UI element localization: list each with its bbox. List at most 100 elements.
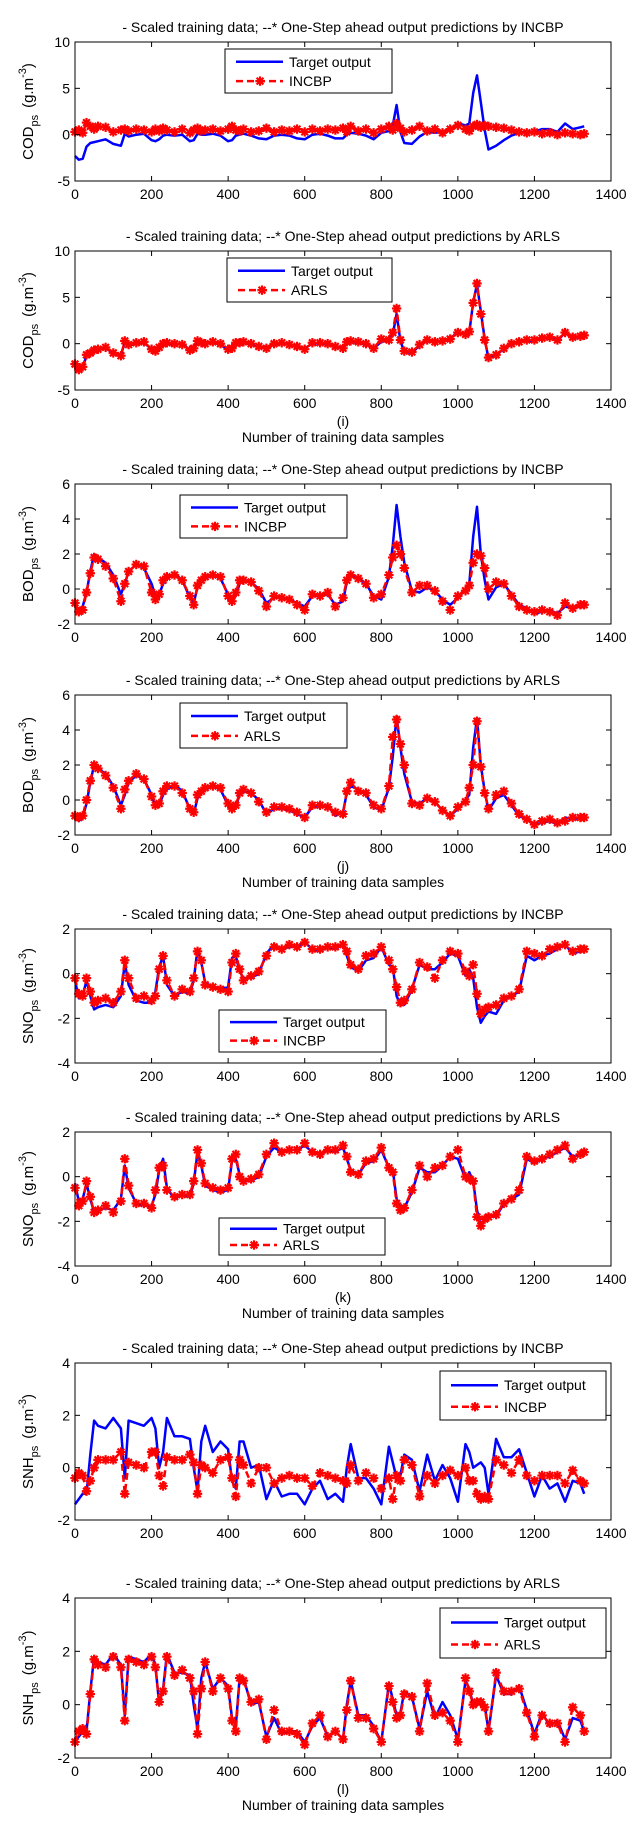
prediction-marker: [185, 1449, 195, 1460]
prediction-marker: [483, 1212, 494, 1222]
prediction-marker: [479, 563, 490, 573]
prediction-marker: [384, 781, 394, 791]
y-tick-label: -2: [58, 616, 71, 632]
prediction-marker: [158, 1481, 168, 1491]
chart-title: - Scaled training data; --* One-Step ahe…: [126, 228, 560, 244]
x-tick-label: 0: [71, 840, 79, 856]
x-tick-label: 0: [71, 186, 79, 202]
prediction-marker: [169, 1455, 180, 1465]
x-tick-label: 1000: [442, 840, 473, 856]
prediction-marker: [284, 339, 295, 350]
prediction-marker: [150, 991, 161, 1001]
prediction-marker: [529, 607, 540, 617]
prediction-marker: [437, 955, 448, 965]
prediction-marker: [277, 802, 287, 812]
prediction-marker: [231, 948, 241, 959]
y-tick-label: -2: [58, 1750, 71, 1766]
y-tick-label: 0: [62, 1697, 70, 1713]
prediction-marker: [464, 326, 475, 337]
prediction-marker: [200, 125, 210, 135]
prediction-marker: [315, 591, 325, 601]
legend-frame: [218, 1217, 386, 1256]
prediction-marker: [188, 1176, 199, 1186]
prediction-marker: [177, 575, 187, 585]
prediction-marker: [123, 339, 134, 350]
y-tick-label: 2: [62, 1407, 70, 1423]
prediction-marker: [468, 760, 478, 770]
x-axis-label: Number of training data samples: [242, 1305, 444, 1321]
prediction-marker: [522, 605, 532, 615]
prediction-marker: [376, 942, 386, 952]
series-group: [70, 937, 589, 1025]
prediction-marker: [522, 128, 532, 138]
prediction-marker: [445, 605, 455, 615]
prediction-marker: [108, 783, 118, 793]
prediction-marker: [146, 791, 157, 802]
prediction-marker: [116, 1447, 126, 1457]
prediction-marker: [368, 1154, 379, 1164]
prediction-marker: [238, 1176, 249, 1186]
prediction-marker: [422, 793, 432, 803]
x-tick-label: 1200: [519, 1525, 550, 1541]
prediction-marker: [514, 1185, 524, 1195]
prediction-marker: [479, 1702, 490, 1713]
prediction-marker: [307, 1481, 318, 1491]
prediction-marker: [261, 951, 272, 961]
prediction-marker: [491, 577, 501, 587]
y-axis-label-subscript: ps: [29, 1202, 41, 1214]
x-tick-label: 1000: [442, 629, 473, 645]
prediction-marker: [315, 800, 325, 810]
prediction-marker: [368, 343, 379, 353]
prediction-marker: [491, 122, 501, 132]
prediction-marker: [464, 971, 475, 981]
y-axis-label: CODps (g.m-3): [17, 63, 41, 160]
prediction-marker: [123, 1654, 134, 1665]
prediction-marker: [120, 955, 130, 965]
x-tick-label: 400: [216, 629, 240, 645]
x-tick-label: 1400: [595, 1271, 626, 1287]
prediction-marker: [261, 807, 272, 817]
prediction-marker: [77, 1196, 88, 1206]
y-tick-label: 0: [62, 1460, 70, 1476]
prediction-marker: [269, 1705, 279, 1715]
prediction-marker: [162, 572, 172, 582]
x-tick-label: 200: [140, 1525, 164, 1541]
prediction-marker: [131, 338, 141, 348]
plot-area-frame: [74, 1362, 612, 1521]
prediction-marker: [391, 540, 402, 550]
prediction-marker: [154, 964, 164, 974]
prediction-marker: [77, 1470, 88, 1481]
prediction-marker: [139, 991, 149, 1001]
prediction-marker: [545, 814, 555, 824]
panel-label: (i): [337, 413, 349, 429]
x-tick-label: 600: [293, 395, 317, 411]
prediction-marker: [376, 1142, 386, 1153]
legend-label-prediction: INCBP: [289, 73, 332, 89]
y-axis-label-exponent: -3: [17, 722, 29, 732]
prediction-marker: [391, 982, 402, 992]
legend-marker-star: [210, 521, 220, 532]
prediction-marker: [322, 1731, 333, 1742]
prediction-marker: [422, 1171, 432, 1182]
x-tick-label: 1400: [595, 1525, 626, 1541]
prediction-marker: [315, 944, 325, 954]
panel-label: (l): [337, 1781, 349, 1797]
prediction-marker: [261, 123, 272, 133]
prediction-marker: [261, 343, 272, 353]
y-axis-label: SNHps (g.m-3): [17, 1394, 41, 1489]
prediction-marker: [552, 1718, 563, 1729]
legend: Target output INCBP: [439, 1370, 607, 1421]
prediction-marker: [437, 1160, 448, 1171]
prediction-marker: [407, 347, 417, 357]
prediction-marker: [292, 600, 302, 610]
prediction-marker: [399, 1455, 409, 1465]
prediction-marker: [300, 937, 310, 948]
prediction-marker: [514, 337, 524, 347]
prediction-marker: [246, 577, 256, 587]
prediction-marker: [376, 1483, 386, 1494]
prediction-marker: [120, 1154, 130, 1164]
prediction-marker: [277, 125, 287, 135]
prediction-marker: [537, 1470, 547, 1481]
x-tick-label: 1200: [519, 1763, 550, 1779]
prediction-marker: [414, 800, 425, 810]
